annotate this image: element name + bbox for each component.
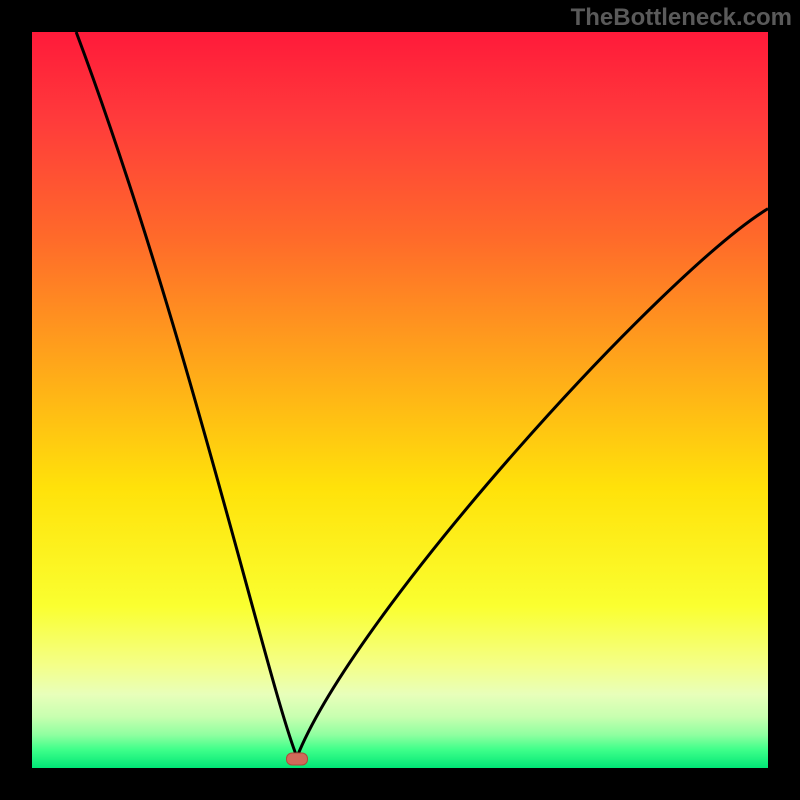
watermark-text: TheBottleneck.com xyxy=(571,4,792,32)
chart-background xyxy=(32,32,768,768)
optimal-point-marker xyxy=(286,753,308,766)
chart-plot-area xyxy=(32,32,768,768)
chart-svg xyxy=(32,32,768,768)
